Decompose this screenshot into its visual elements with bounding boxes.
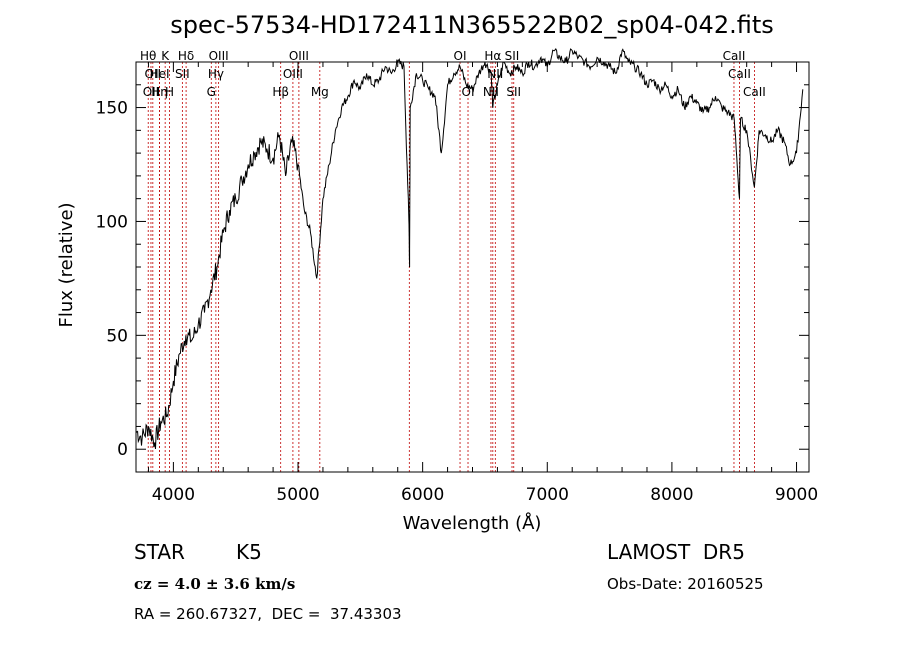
plot-frame: [135, 61, 810, 473]
line-label: Hθ: [140, 49, 156, 63]
line-label: G: [207, 85, 216, 99]
y-tick-label: 100: [96, 212, 128, 232]
line-label: OII: [145, 67, 162, 81]
x-tick-label: 8000: [650, 485, 693, 505]
x-tick-label: 7000: [526, 485, 569, 505]
line-label: CaII: [743, 85, 766, 99]
line-labels: HθOIIOIIHηHeIKHSIIHδGHγOIIIHβOIIIOIIIMgO…: [140, 49, 766, 99]
line-label: NII: [483, 85, 499, 99]
line-label: Hβ: [272, 85, 289, 99]
line-label: CaII: [723, 49, 746, 63]
line-label: HeI: [150, 67, 170, 81]
x-axis-label: Wavelength (Å): [403, 512, 542, 534]
line-label: OII: [143, 85, 160, 99]
x-axis: 4000 5000 6000 7000 8000 9000: [147, 62, 818, 505]
y-axis-label: Flux (relative): [56, 202, 77, 327]
line-label: Hη: [151, 85, 168, 99]
line-label: OI: [454, 49, 467, 63]
coordinates: RA = 260.67327, DEC = 37.43303: [134, 605, 402, 623]
line-label: Mg: [311, 85, 329, 99]
x-tick-label: 9000: [775, 485, 818, 505]
x-tick-label: 4000: [152, 485, 195, 505]
line-markers: [147, 62, 755, 472]
redshift-velocity: cz = 4.0 ± 3.6 km/s: [134, 575, 296, 593]
y-axis: 0 50 100 150: [96, 61, 809, 473]
line-label: OIII: [289, 49, 309, 63]
line-label: SII: [506, 85, 521, 99]
line-label: H: [165, 85, 174, 99]
x-tick-label: 5000: [276, 485, 319, 505]
survey-name: LAMOST DR5: [607, 540, 745, 564]
line-label: Hα: [484, 49, 501, 63]
line-label: Hγ: [208, 67, 224, 81]
line-label: SII: [175, 67, 190, 81]
line-label: SII: [505, 49, 520, 63]
spectrum-line-layer: [135, 47, 804, 450]
line-label: NII: [487, 67, 503, 81]
line-label: CaII: [728, 67, 751, 81]
line-label: OIII: [283, 67, 303, 81]
y-tick-label: 150: [96, 99, 128, 119]
spectral-subclass: K5: [236, 540, 262, 564]
y-tick-label: 50: [106, 326, 128, 346]
observation-date: Obs-Date: 20160525: [607, 575, 764, 593]
line-label: Hδ: [178, 49, 194, 63]
line-label: OI: [462, 85, 475, 99]
line-label: OIII: [209, 49, 229, 63]
object-type: STAR: [134, 540, 185, 564]
spectrum-line: [135, 47, 804, 450]
y-tick-label: 0: [117, 440, 128, 460]
x-tick-label: 6000: [401, 485, 444, 505]
line-label: K: [161, 49, 170, 63]
chart-title: spec-57534-HD172411N365522B02_sp04-042.f…: [170, 11, 774, 39]
